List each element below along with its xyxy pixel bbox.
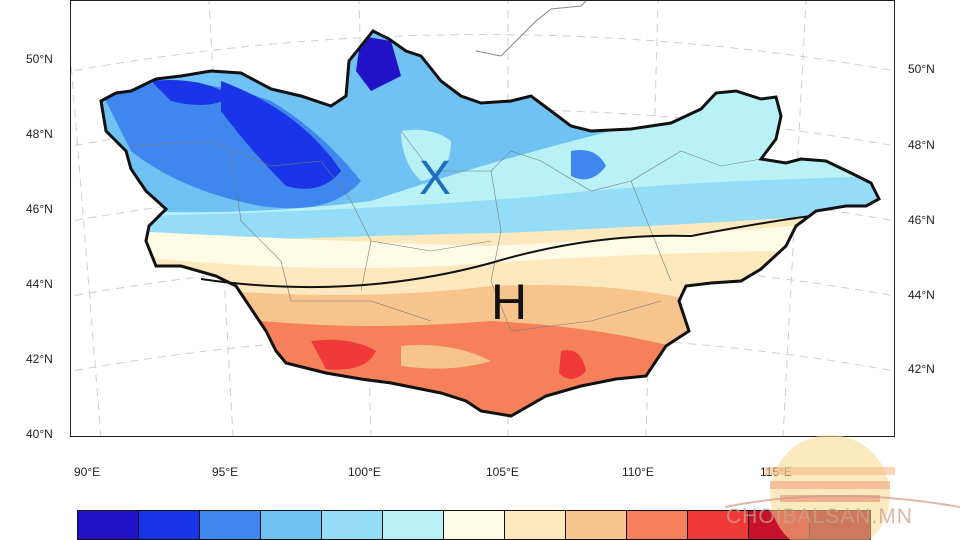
lon-label: 110°E <box>622 465 654 479</box>
province-boundaries <box>130 130 762 332</box>
lat-label-right: 50°N <box>908 62 935 76</box>
colorbar-cell <box>199 510 261 540</box>
lat-line-50 <box>71 34 894 72</box>
colorbar-cell <box>626 510 688 540</box>
cold-zone-label: X <box>419 152 452 205</box>
colorbar-cell <box>77 510 139 540</box>
map-frame: X H <box>70 0 895 437</box>
colorbar-cell <box>565 510 627 540</box>
lat-label-left: 46°N <box>26 202 53 216</box>
colorbar-cell <box>260 510 322 540</box>
lat-label-right: 48°N <box>908 138 935 152</box>
lon-label: 100°E <box>348 465 381 479</box>
lat-label-left: 42°N <box>26 352 53 366</box>
lat-label-left: 48°N <box>26 127 53 141</box>
lon-label: 105°E <box>486 465 519 479</box>
hot-zone-label: H <box>491 274 528 330</box>
lat-label-left: 50°N <box>26 52 53 66</box>
lat-label-right: 44°N <box>908 288 935 302</box>
temperature-field <box>101 31 879 416</box>
lon-line-115 <box>782 1 807 436</box>
choibalsan-logo <box>725 435 960 540</box>
neighbour-border <box>475 1 587 57</box>
lat-label-right: 46°N <box>908 213 935 227</box>
lat-label-right: 42°N <box>908 362 935 376</box>
colorbar-cell <box>687 510 749 540</box>
colorbar-cell <box>382 510 444 540</box>
isotherm-line <box>200 215 812 289</box>
logo-text: CHOIBALSAN.MN <box>726 505 913 528</box>
lat-label-left: 44°N <box>26 277 53 291</box>
colorbar-cell <box>443 510 505 540</box>
lat-label-left: 40°N <box>26 427 53 441</box>
lon-line-90 <box>71 57 102 436</box>
colorbar-cell <box>504 510 566 540</box>
colorbar-cell <box>138 510 200 540</box>
lon-label: 95°E <box>212 465 239 479</box>
colorbar-cell <box>321 510 383 540</box>
mongolia-temperature-map <box>71 1 894 436</box>
lon-label: 90°E <box>74 465 101 479</box>
